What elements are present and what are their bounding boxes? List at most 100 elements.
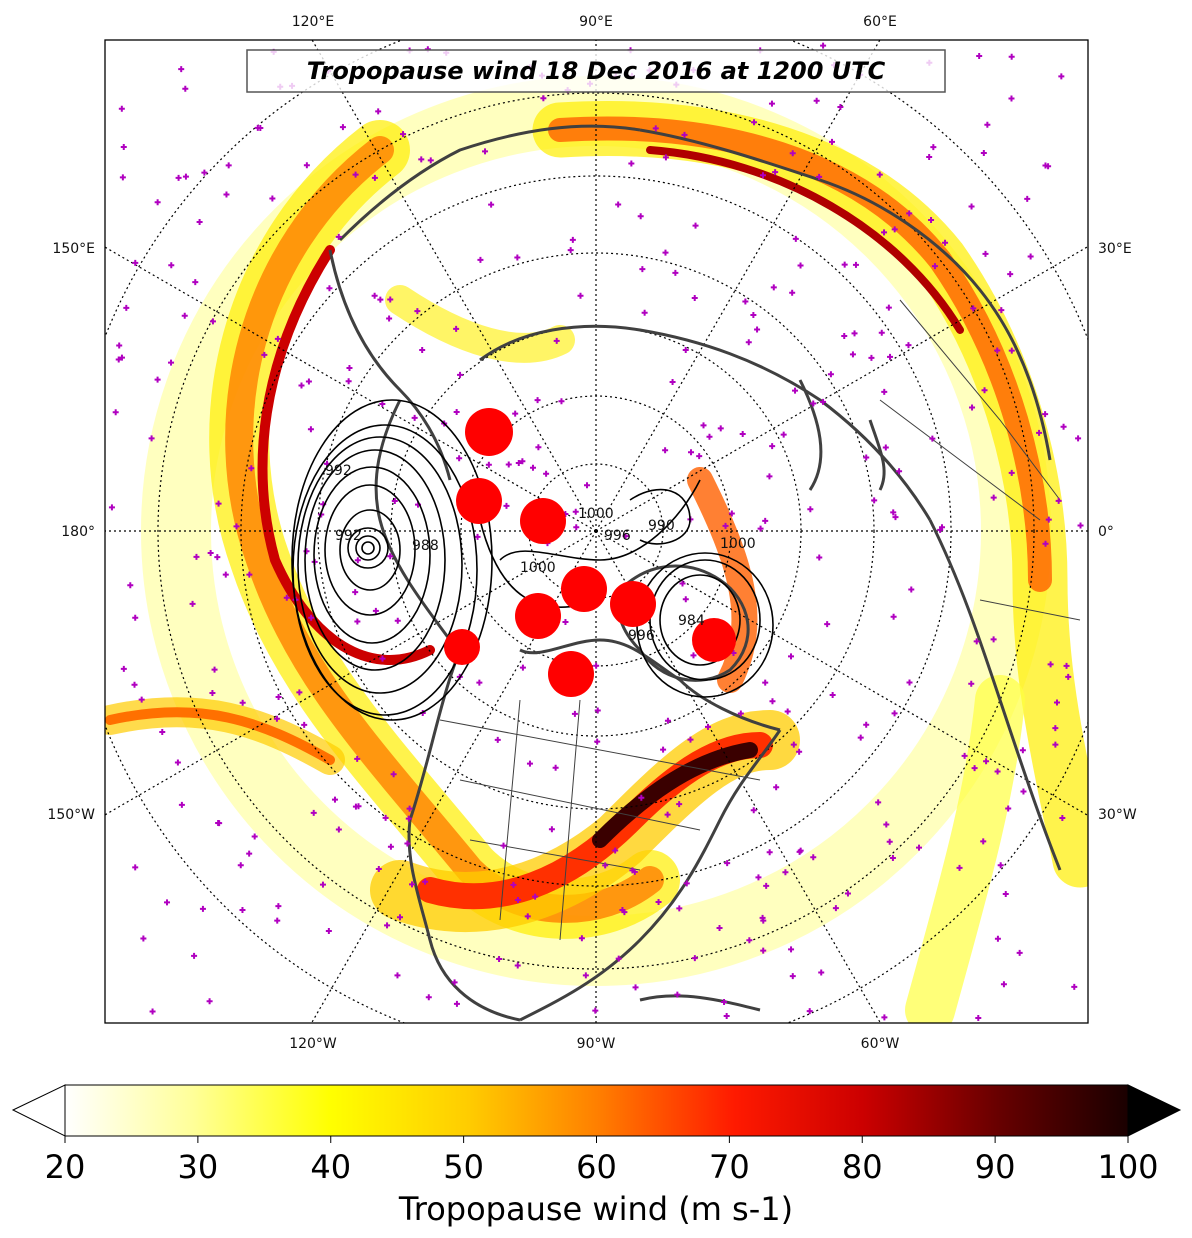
station-marker: [127, 582, 134, 589]
station-marker: [926, 154, 933, 161]
station-marker: [724, 860, 731, 867]
station-marker: [1016, 949, 1023, 956]
station-marker: [773, 784, 780, 791]
station-marker: [1042, 162, 1049, 169]
station-marker: [739, 431, 746, 438]
station-marker: [411, 414, 418, 421]
station-marker: [178, 801, 185, 808]
station-marker: [346, 364, 353, 371]
station-marker: [335, 826, 342, 833]
station-marker: [138, 696, 145, 703]
station-marker: [209, 690, 216, 697]
station-marker: [225, 162, 232, 169]
station-marker: [759, 172, 766, 179]
station-marker: [1008, 95, 1015, 102]
station-marker: [690, 652, 697, 659]
station-marker: [885, 304, 892, 311]
station-marker: [602, 862, 609, 869]
station-marker: [558, 398, 565, 405]
station-marker: [796, 748, 803, 755]
station-marker: [816, 554, 823, 561]
station-marker: [841, 333, 848, 340]
station-marker: [721, 999, 728, 1006]
station-marker: [813, 97, 820, 104]
colorbar-tick-label: 30: [178, 1148, 219, 1186]
station-marker: [886, 838, 893, 845]
station-marker: [418, 156, 425, 163]
station-marker: [754, 326, 761, 333]
station-marker: [662, 447, 669, 454]
station-marker: [676, 905, 683, 912]
station-marker: [154, 376, 161, 383]
station-marker: [628, 160, 635, 167]
station-marker: [391, 498, 398, 505]
contour-label: 984: [678, 613, 705, 629]
station-marker: [757, 525, 764, 532]
station-marker: [852, 261, 859, 268]
country-borders: [439, 299, 1081, 941]
station-marker: [532, 893, 539, 900]
station-marker: [519, 458, 526, 465]
lon-label-left: 150°E: [52, 241, 95, 257]
lon-label-right: 30°E: [1098, 241, 1132, 257]
station-marker: [273, 715, 280, 722]
station-marker: [239, 907, 246, 914]
station-marker: [594, 738, 601, 745]
contour-label: 990: [648, 518, 675, 534]
station-marker: [1019, 747, 1026, 754]
station-marker: [655, 898, 662, 905]
station-marker: [639, 266, 646, 273]
station-marker: [140, 935, 147, 942]
station-marker: [876, 171, 883, 178]
station-marker: [908, 586, 915, 593]
station-marker: [750, 807, 757, 814]
station-marker: [548, 826, 555, 833]
station-marker: [118, 105, 125, 112]
station-marker: [881, 1014, 888, 1021]
station-marker: [664, 811, 671, 818]
coastlines: [328, 124, 1062, 1022]
station-marker: [335, 233, 342, 240]
station-marker: [816, 173, 823, 180]
station-marker: [982, 250, 989, 257]
station-marker: [514, 962, 521, 969]
station-marker: [976, 53, 983, 60]
station-marker: [199, 905, 206, 912]
colorbar: 20 30 40 50 60 70 80 90 100 Tropopause wind (m s…: [11, 1084, 1182, 1228]
station-marker: [688, 449, 695, 456]
station-marker: [414, 308, 421, 315]
cyclone-marker: [548, 651, 594, 697]
colorbar-tick-label: 70: [709, 1148, 750, 1186]
station-marker: [214, 554, 221, 561]
station-marker: [682, 596, 689, 603]
station-marker: [132, 259, 139, 266]
lon-label-left: 150°W: [47, 807, 95, 823]
station-marker: [792, 387, 799, 394]
station-marker: [476, 679, 483, 686]
station-marker: [112, 409, 119, 416]
station-marker: [354, 618, 361, 625]
station-marker: [178, 66, 185, 73]
station-marker: [792, 235, 799, 242]
station-marker: [115, 356, 122, 363]
station-marker: [209, 318, 216, 325]
station-marker: [375, 108, 382, 115]
lon-label-right: 30°W: [1098, 807, 1137, 823]
cyclone-marker: [456, 478, 502, 524]
station-marker: [123, 304, 130, 311]
station-marker: [526, 760, 533, 767]
station-marker: [1054, 699, 1060, 706]
station-marker: [990, 636, 997, 643]
station-marker: [755, 874, 762, 881]
lon-label-bottom: 90°W: [577, 1036, 616, 1052]
station-marker: [477, 256, 484, 263]
contour-label: 1000: [520, 560, 556, 576]
station-marker: [319, 881, 326, 888]
station-marker: [930, 144, 937, 151]
station-marker: [534, 397, 541, 404]
station-marker: [997, 862, 1004, 869]
station-marker: [829, 691, 836, 698]
station-marker: [942, 239, 949, 246]
station-marker: [638, 794, 645, 801]
station-marker: [387, 553, 394, 560]
